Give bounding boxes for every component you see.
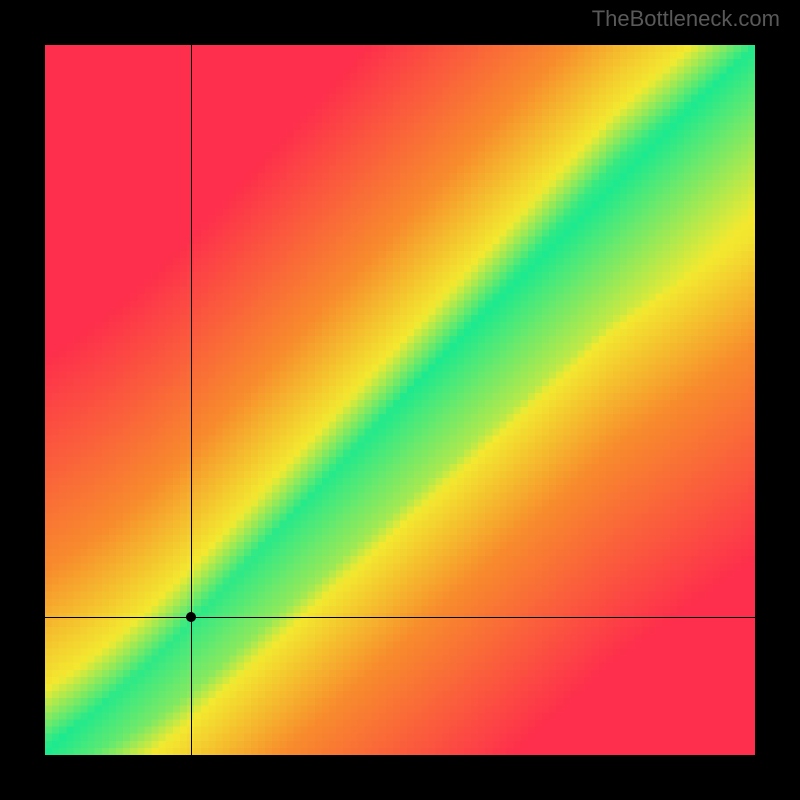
heatmap-plot	[45, 45, 755, 755]
crosshair-vertical	[191, 45, 192, 755]
crosshair-horizontal	[45, 617, 755, 618]
watermark-text: TheBottleneck.com	[592, 6, 780, 32]
heatmap-canvas	[45, 45, 755, 755]
crosshair-marker	[186, 612, 196, 622]
